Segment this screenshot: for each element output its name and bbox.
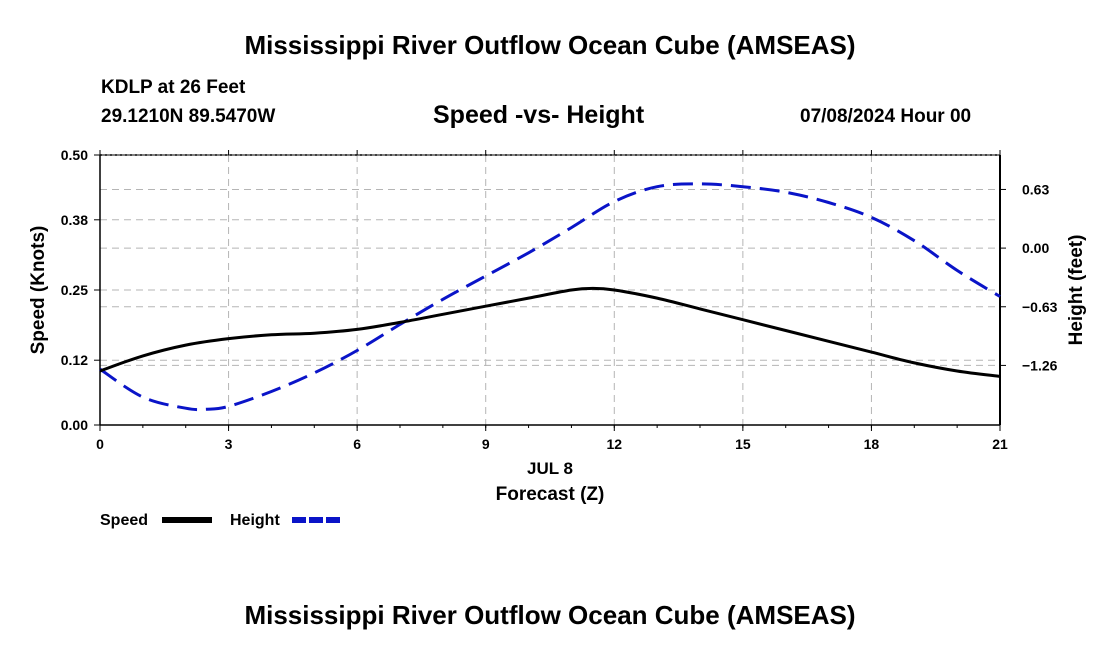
speed-series-line (99, 286, 1001, 378)
coordinates-label: 29.1210N 89.5470W (101, 106, 276, 127)
y-tick-label: 0.38 (61, 212, 88, 228)
x-tick-label: 9 (482, 436, 490, 452)
repeat-title: Mississippi River Outflow Ocean Cube (AM… (244, 600, 856, 630)
y2-tick-label: −1.26 (1022, 357, 1058, 373)
y2-axis-label: Height (feet) (1066, 235, 1087, 346)
y-axis-label: Speed (Knots) (28, 226, 49, 355)
x-tick-label: 3 (225, 436, 233, 452)
y-tick-label: 0.00 (61, 417, 88, 433)
station-label: KDLP at 26 Feet (101, 77, 246, 98)
x-axis-date-label: JUL 8 (527, 459, 573, 478)
plot-title: Speed -vs- Height (433, 101, 645, 129)
y-tick-label: 0.25 (61, 282, 88, 298)
y2-tick-label: 0.63 (1022, 181, 1049, 197)
y2-tick-label: 0.00 (1022, 240, 1049, 256)
main-title: Mississippi River Outflow Ocean Cube (AM… (244, 30, 856, 60)
height-series-line (99, 182, 1001, 412)
x-tick-label: 12 (606, 436, 622, 452)
x-tick-label: 6 (353, 436, 361, 452)
y-tick-label: 0.50 (61, 147, 88, 163)
x-tick-label: 15 (735, 436, 751, 452)
legend-speed-label: Speed (100, 512, 148, 529)
y2-tick-label: −0.63 (1022, 299, 1058, 315)
x-tick-label: 18 (864, 436, 880, 452)
y-tick-label: 0.12 (61, 352, 88, 368)
x-axis-label: Forecast (Z) (496, 484, 605, 505)
x-tick-label: 0 (96, 436, 104, 452)
grid (100, 155, 1000, 425)
datetime-label: 07/08/2024 Hour 00 (800, 106, 972, 127)
x-tick-label: 21 (992, 436, 1008, 452)
legend-height-label: Height (230, 512, 280, 529)
ticks: 0 3 6 9 12 15 18 21 0.00 0.12 0.25 0.38 0.50 −1.26 −0.… (61, 147, 1058, 452)
